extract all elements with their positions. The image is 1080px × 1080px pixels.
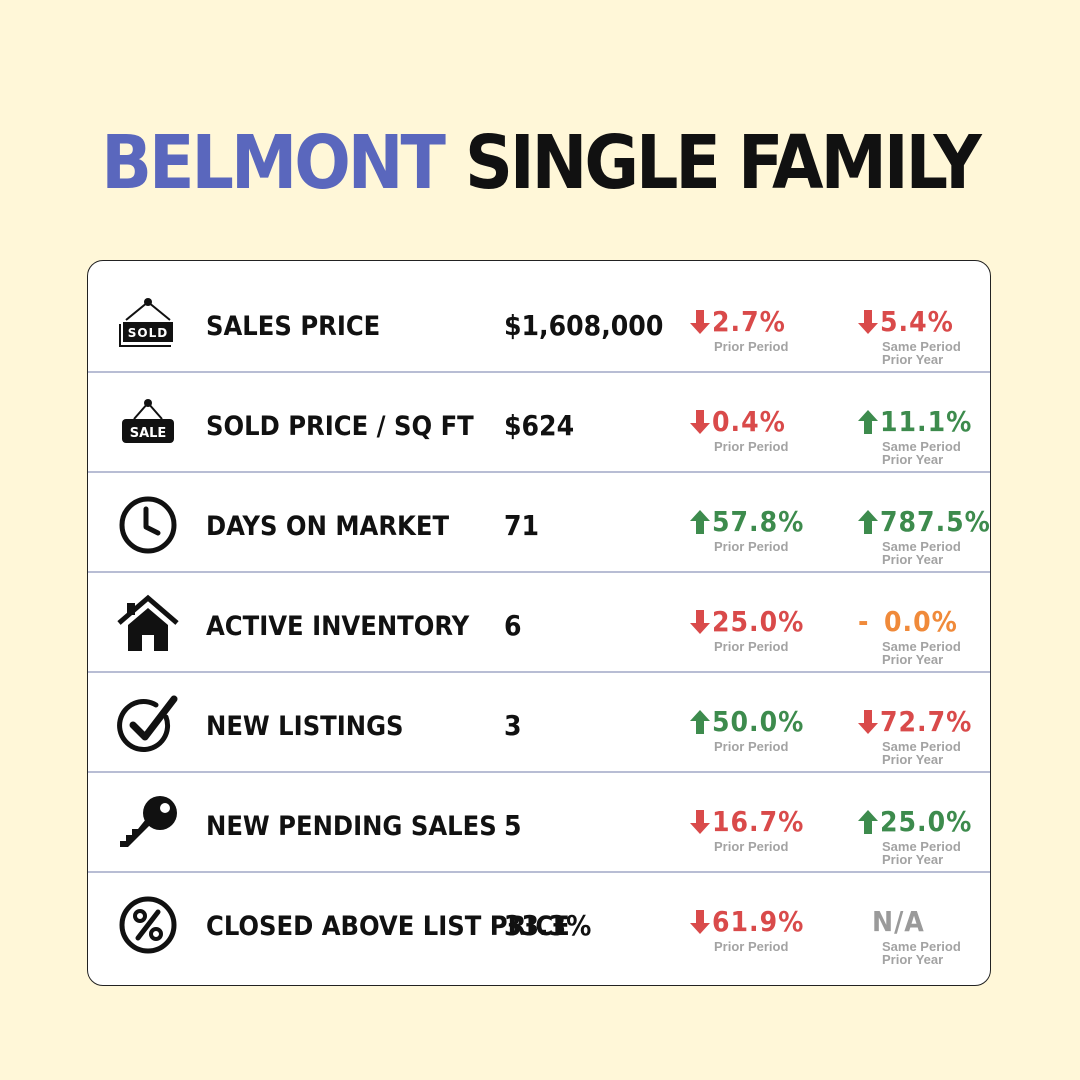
same-period-label: Same Period Prior Year [882,339,961,367]
arrow-up-icon [858,509,880,535]
stat-label: CLOSED ABOVE LIST PRICE [206,911,570,942]
stat-value: 6 [504,609,522,642]
arrow-down-icon [690,409,712,435]
prior-period-change: 16.7% [690,805,804,839]
stat-value: 71 [504,509,540,542]
sale-sign-icon: SALE [116,393,180,457]
stat-row-days-on-market: DAYS ON MARKET 71 57.8% Prior Period 787… [88,473,990,573]
sold-sign-icon: SOLD [116,293,180,357]
same-period-change: -0.0% [858,605,958,638]
same-period-change: 5.4% [858,305,954,339]
prior-period-label: Prior Period [714,539,789,554]
stat-value: 5 [504,809,522,842]
stat-label: DAYS ON MARKET [206,511,450,542]
svg-text:SOLD: SOLD [128,326,168,340]
stat-row-active-inventory: ACTIVE INVENTORY 6 25.0% Prior Period -0… [88,573,990,673]
percent-circle-icon [116,893,180,957]
prior-period-change: 61.9% [690,905,804,939]
prior-period-change: 0.4% [690,405,786,439]
arrow-down-icon [690,309,712,335]
svg-text:SALE: SALE [130,426,167,441]
arrow-up-icon [858,809,880,835]
stat-label: SALES PRICE [206,311,381,342]
stat-row-new-pending-sales: NEW PENDING SALES 5 16.7% Prior Period 2… [88,773,990,873]
page-title: BELMONT SINGLE FAMILY [0,118,1080,208]
same-period-change: 11.1% [858,405,972,439]
stat-label: NEW PENDING SALES [206,811,497,842]
stats-card: SOLD SALES PRICE $1,608,000 2.7% Prior P… [87,260,991,986]
same-period-change: N/A [858,905,925,939]
prior-period-label: Prior Period [714,939,789,954]
title-property-type: SINGLE FAMILY [464,120,982,206]
clock-icon [116,493,180,557]
prior-period-label: Prior Period [714,639,789,654]
house-icon [116,593,180,657]
prior-period-label: Prior Period [714,439,789,454]
arrow-up-icon [690,709,712,735]
same-period-label: Same Period Prior Year [882,639,961,667]
arrow-down-icon [858,309,880,335]
no-change-symbol: - [858,605,869,638]
stat-row-new-listings: NEW LISTINGS 3 50.0% Prior Period 72.7% … [88,673,990,773]
prior-period-label: Prior Period [714,839,789,854]
same-period-change: 25.0% [858,805,972,839]
stat-value: $1,608,000 [504,309,664,342]
prior-period-label: Prior Period [714,739,789,754]
same-period-change: 72.7% [858,705,972,739]
prior-period-label: Prior Period [714,339,789,354]
prior-period-change: 57.8% [690,505,804,539]
stat-value: 33.3% [504,909,592,942]
title-city: BELMONT [101,120,446,206]
arrow-up-icon [690,509,712,535]
arrow-down-icon [690,909,712,935]
arrow-down-icon [690,609,712,635]
same-period-label: Same Period Prior Year [882,839,961,867]
same-period-label: Same Period Prior Year [882,439,961,467]
same-period-label: Same Period Prior Year [882,739,961,767]
stat-label: ACTIVE INVENTORY [206,611,470,642]
key-icon [116,793,180,857]
same-period-label: Same Period Prior Year [882,939,961,967]
not-available-text: N/A [872,905,925,938]
stat-label: NEW LISTINGS [206,711,404,742]
stat-label: SOLD PRICE / SQ FT [206,411,474,442]
stat-row-sold-price-sqft: SALE SOLD PRICE / SQ FT $624 0.4% Prior … [88,373,990,473]
stat-value: 3 [504,709,522,742]
same-period-label: Same Period Prior Year [882,539,961,567]
prior-period-change: 2.7% [690,305,786,339]
arrow-up-icon [858,409,880,435]
prior-period-change: 50.0% [690,705,804,739]
check-circle-icon [116,693,180,757]
prior-period-change: 25.0% [690,605,804,639]
arrow-down-icon [690,809,712,835]
stat-value: $624 [504,409,575,442]
same-period-change: 787.5% [858,505,990,539]
stat-row-sales-price: SOLD SALES PRICE $1,608,000 2.7% Prior P… [88,273,990,373]
stat-row-closed-above-list: CLOSED ABOVE LIST PRICE 33.3% 61.9% Prio… [88,873,990,973]
arrow-down-icon [858,709,880,735]
